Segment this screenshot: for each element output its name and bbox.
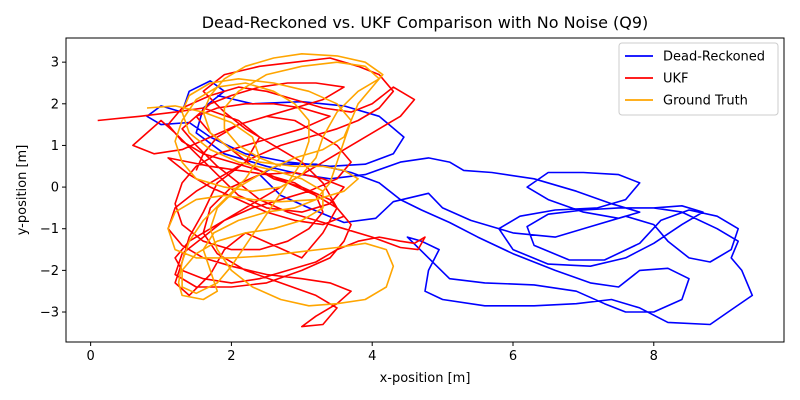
legend-label: Dead-Reckoned bbox=[663, 50, 765, 65]
series-line-ground-truth bbox=[146, 52, 395, 307]
x-tick-label: 8 bbox=[650, 349, 658, 364]
series-line-ukf bbox=[97, 57, 426, 328]
x-axis-label: x-position [m] bbox=[380, 371, 471, 386]
y-tick-label: −2 bbox=[40, 264, 59, 279]
plot-lines bbox=[97, 52, 754, 328]
x-tick-label: 6 bbox=[509, 349, 517, 364]
y-tick-label: −3 bbox=[40, 306, 59, 321]
x-tick-label: 4 bbox=[368, 349, 376, 364]
y-tick-label: −1 bbox=[40, 222, 59, 237]
x-tick-label: 0 bbox=[86, 349, 94, 364]
y-tick-label: 1 bbox=[51, 139, 59, 154]
y-tick-label: 0 bbox=[51, 181, 59, 196]
series-line-dead-reckoned bbox=[146, 80, 754, 326]
y-tick-label: 2 bbox=[51, 97, 59, 112]
y-axis-label: y-position [m] bbox=[15, 145, 30, 236]
x-ticks: 0 2 4 6 8 bbox=[86, 342, 658, 364]
x-tick-label: 2 bbox=[227, 349, 235, 364]
legend: Dead-Reckoned UKF Ground Truth bbox=[618, 42, 779, 116]
legend-box bbox=[618, 42, 779, 116]
chart-title: Dead-Reckoned vs. UKF Comparison with No… bbox=[202, 13, 649, 32]
legend-label: UKF bbox=[663, 72, 689, 87]
plot-frame bbox=[65, 37, 785, 343]
y-ticks: −3 −2 −1 0 1 2 3 bbox=[40, 56, 66, 321]
legend-label: Ground Truth bbox=[663, 94, 748, 109]
y-tick-label: 3 bbox=[51, 56, 59, 71]
